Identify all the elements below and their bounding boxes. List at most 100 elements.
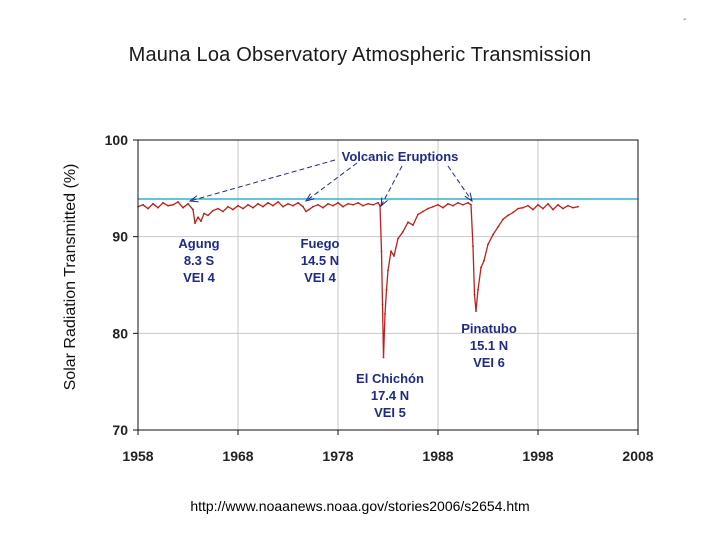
grid-layer — [137, 139, 639, 431]
line-layer — [137, 198, 638, 359]
data-point — [182, 206, 184, 209]
data-point — [502, 218, 504, 221]
data-point — [442, 206, 444, 209]
data-point — [390, 250, 392, 253]
data-point — [222, 210, 224, 213]
source-url[interactable]: http://www.noaanews.noaa.gov/stories2006… — [190, 498, 530, 514]
data-point — [432, 205, 434, 208]
x-tick-label: 2008 — [622, 448, 653, 464]
data-point — [167, 204, 169, 207]
data-point — [192, 208, 194, 211]
eruption-arrowhead — [188, 195, 199, 203]
data-point — [382, 356, 385, 359]
eruption-latitude: 17.4 N — [371, 388, 409, 403]
data-point — [492, 233, 494, 236]
data-point — [357, 201, 359, 204]
data-point — [232, 208, 234, 211]
data-point — [487, 243, 489, 246]
eruption-vei: VEI 4 — [183, 270, 216, 285]
data-point — [172, 203, 174, 206]
data-point — [287, 202, 289, 205]
data-point — [203, 212, 205, 215]
data-point — [142, 203, 144, 206]
data-point — [572, 206, 574, 209]
data-point — [337, 201, 339, 204]
data-point — [197, 216, 199, 219]
data-point — [452, 204, 454, 207]
data-point — [177, 201, 179, 203]
data-point — [387, 269, 389, 272]
data-point — [577, 205, 579, 208]
eruption-arrowhead — [304, 193, 315, 202]
data-point — [247, 203, 249, 206]
data-point — [267, 201, 269, 204]
data-point — [517, 207, 519, 210]
data-point — [152, 202, 154, 205]
y-tick-label: 70 — [112, 422, 128, 438]
y-tick-label: 100 — [105, 132, 129, 148]
x-tick-label: 1978 — [322, 448, 353, 464]
eruption-vei: VEI 6 — [473, 355, 505, 370]
data-point — [475, 310, 477, 312]
eruption-arrow — [305, 162, 358, 202]
data-point — [407, 221, 409, 224]
data-point — [384, 313, 386, 315]
data-point — [322, 206, 324, 209]
data-point — [567, 204, 569, 207]
data-point — [532, 208, 534, 211]
series-line — [137, 201, 579, 359]
data-point — [212, 209, 214, 212]
data-point — [483, 259, 485, 262]
data-point — [473, 293, 476, 296]
data-point — [242, 207, 244, 210]
data-point — [217, 207, 219, 210]
data-point — [302, 205, 304, 208]
eruption-name: El Chichón — [356, 371, 424, 386]
eruption-arrowhead — [380, 197, 388, 208]
data-point — [422, 210, 424, 213]
eruption-arrow — [447, 165, 473, 202]
y-axis-label: Solar Radiation Transmitted (%) — [62, 164, 79, 391]
data-point — [207, 214, 209, 217]
data-point — [327, 202, 329, 205]
data-point — [447, 202, 449, 205]
data-point — [537, 203, 539, 206]
data-point — [367, 202, 369, 205]
data-point — [380, 250, 383, 253]
data-point — [527, 204, 529, 207]
eruption-name: Fuego — [301, 236, 340, 251]
data-point — [427, 207, 429, 210]
data-point — [252, 206, 254, 209]
y-tick-label: 90 — [112, 229, 128, 245]
annotation-layer: Volcanic Eruptions Agung 8.3 S VEI 4 Fuego 14… — [178, 149, 516, 420]
data-point — [437, 203, 439, 206]
x-tick-label: 1998 — [522, 448, 553, 464]
data-point — [292, 204, 294, 207]
data-point — [342, 205, 344, 208]
data-point — [470, 203, 472, 206]
data-point — [282, 205, 284, 208]
data-point — [200, 220, 202, 223]
eruption-name: Agung — [178, 236, 219, 251]
eruption-arrowhead — [464, 192, 473, 203]
data-point — [497, 226, 499, 228]
data-point — [557, 203, 559, 206]
data-point — [472, 245, 474, 248]
data-point — [547, 202, 549, 205]
data-point — [457, 201, 459, 204]
data-point — [257, 202, 259, 205]
eruption-latitude: 8.3 S — [184, 253, 215, 268]
eruption-name: Pinatubo — [461, 321, 517, 336]
data-point — [385, 288, 388, 291]
eruption-vei: VEI 5 — [374, 405, 406, 420]
chart-title: Mauna Loa Observatory Atmospheric Transm… — [128, 44, 592, 66]
corner-mark: - — [683, 14, 687, 25]
eruption-arrow — [189, 159, 336, 202]
x-tick-label: 1958 — [122, 448, 153, 464]
data-point — [402, 230, 404, 233]
data-point — [462, 203, 464, 206]
data-point — [362, 204, 364, 207]
data-point — [507, 214, 509, 217]
data-point — [522, 206, 524, 209]
